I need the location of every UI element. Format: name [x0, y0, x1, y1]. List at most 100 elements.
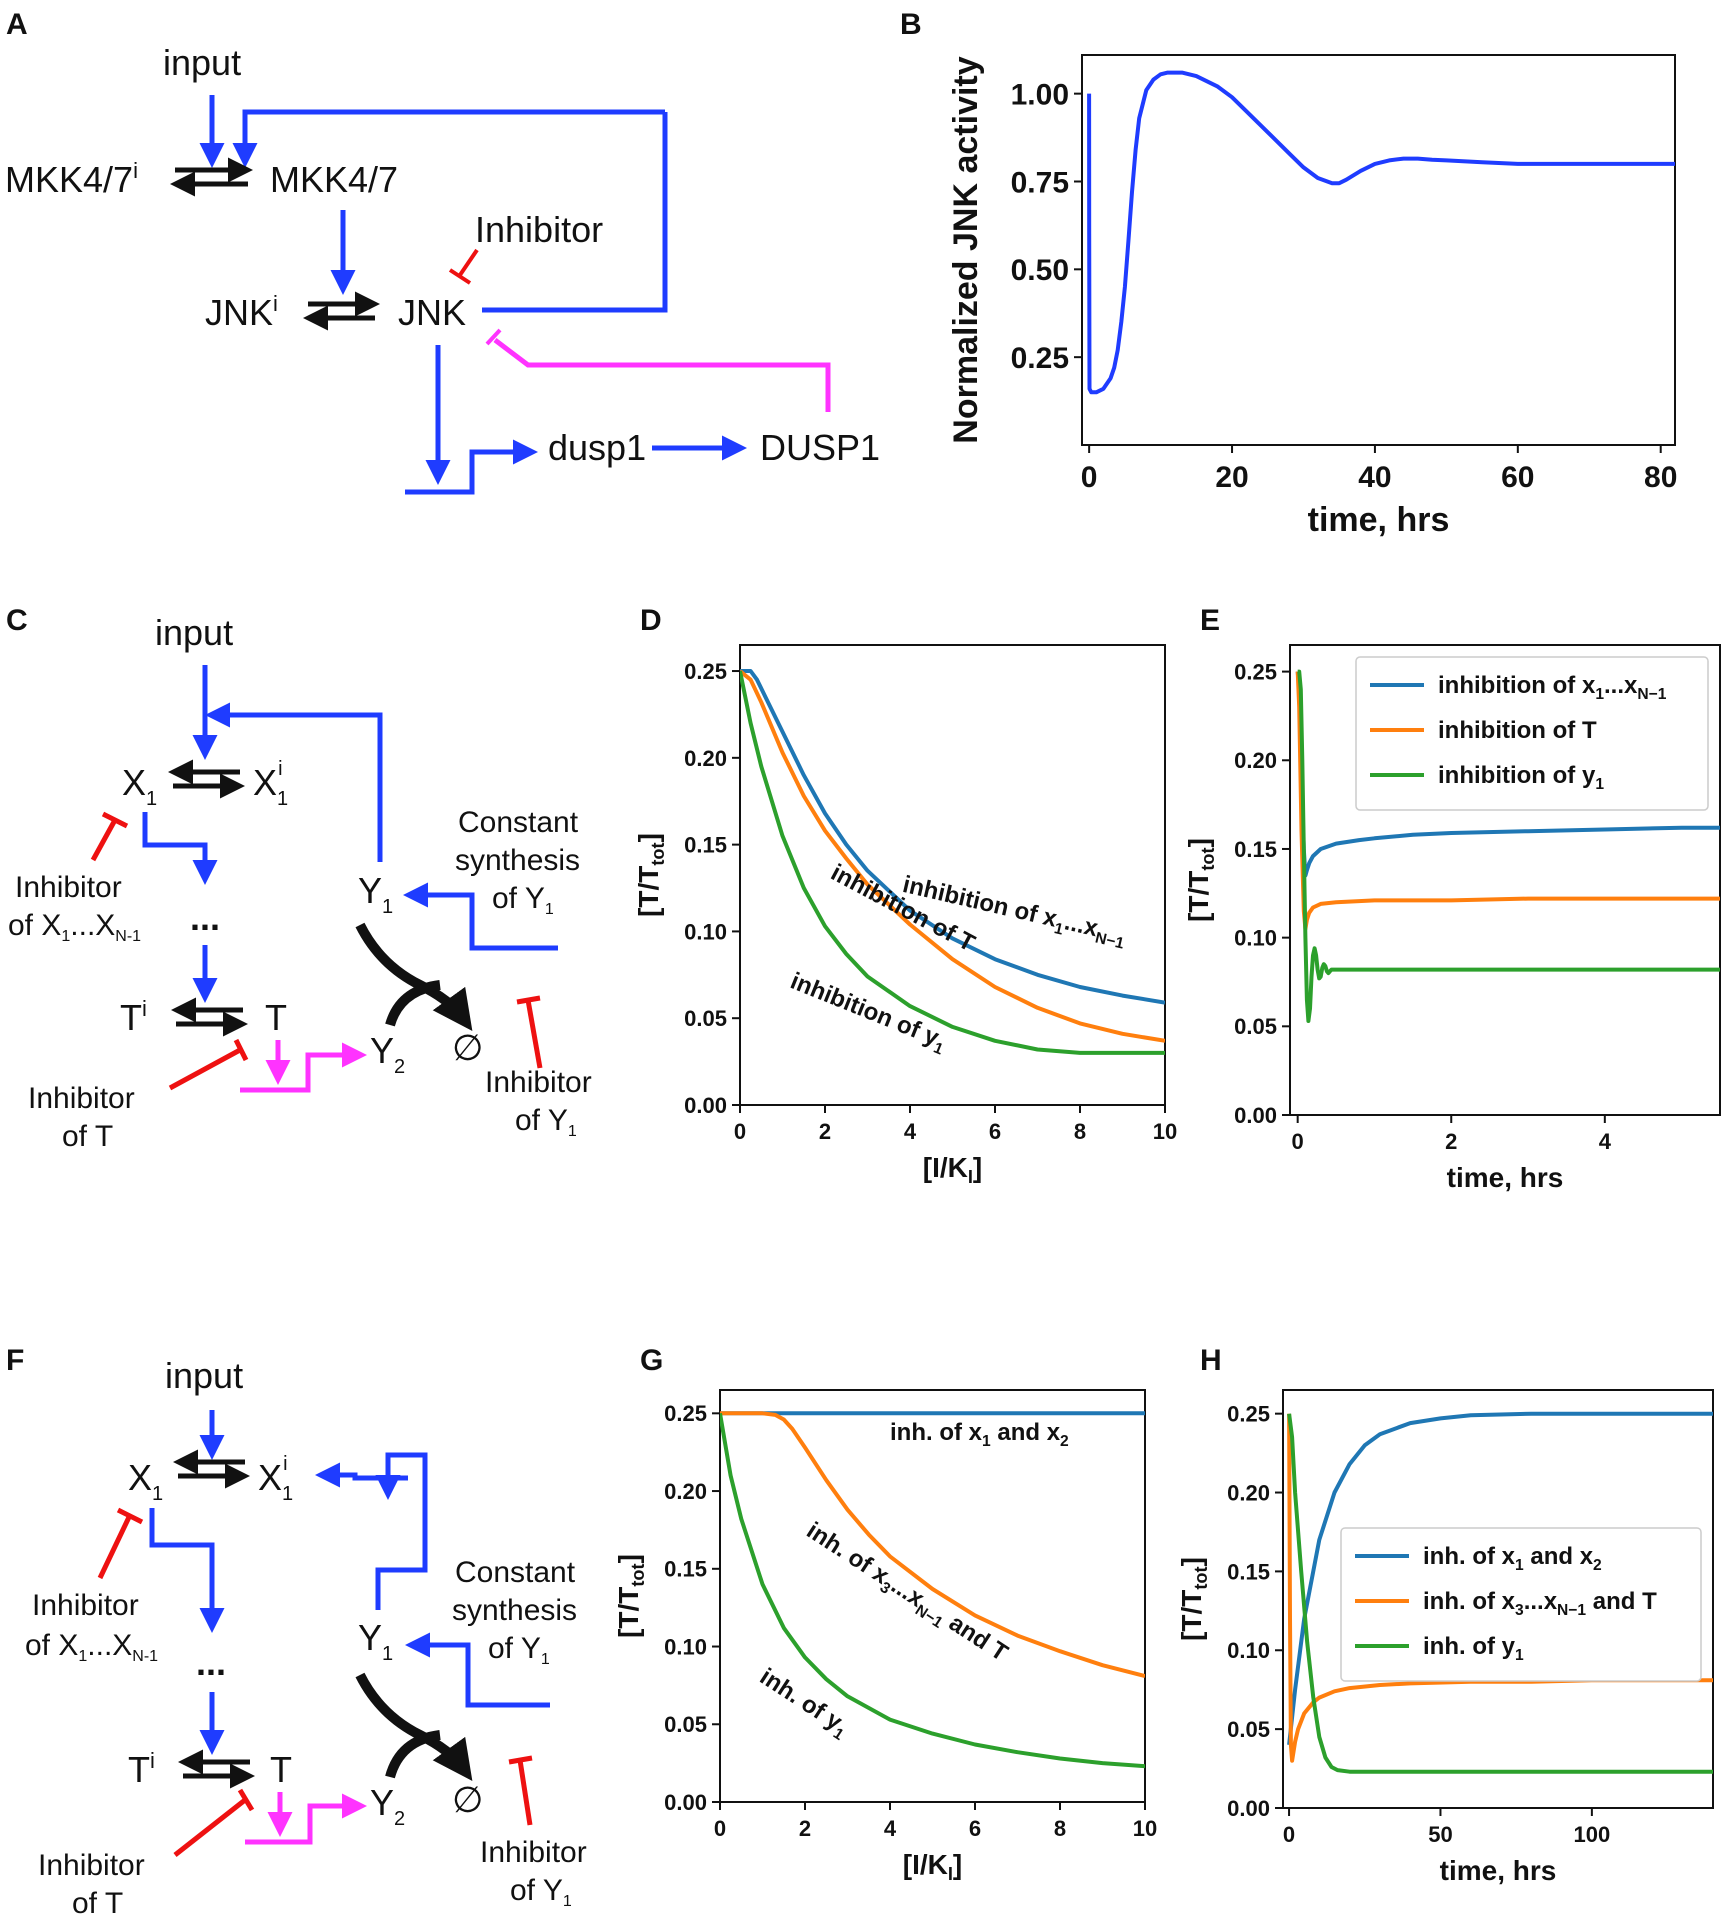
text-part: inh. of y [755, 1663, 847, 1736]
node-input: input [163, 42, 241, 83]
const-synth-label3-f: of Y1 [488, 1632, 550, 1668]
y-tick-label: 1.00 [1011, 78, 1069, 111]
text-part: 2 [1060, 1433, 1069, 1450]
chart-b: B 0 20 40 60 80 0.25 0.50 0.75 1.00 time, hrs Norma… [900, 8, 1677, 539]
text-part: 1 [982, 1433, 991, 1450]
edges-black-c [168, 759, 248, 1037]
y-axis-label: [T/Ttot] [613, 1554, 648, 1638]
legend-label: inhibition of y1 [1438, 762, 1604, 793]
text-part: time, hrs [1447, 1162, 1564, 1193]
text-part: tot [648, 842, 668, 865]
panel-letter-g: G [640, 1344, 663, 1377]
node-ti-f: Ti [128, 1748, 155, 1790]
series-line-1 [1287, 1411, 1713, 1746]
inhibitor-t-label2-f: of T [72, 1887, 123, 1920]
x-tick-label: 6 [969, 1816, 981, 1841]
edges-blue-c [142, 665, 558, 1003]
y-tick-label: 0.25 [664, 1401, 707, 1426]
text-part: 1 [1515, 1557, 1524, 1574]
text-part: inh. of x [890, 1419, 983, 1446]
y-tick-label: 0.25 [1234, 660, 1277, 685]
legend-label: inhibition of x1...xN−1 [1438, 672, 1667, 703]
const-synth-label1-f: Constant [455, 1556, 576, 1589]
x-tick-label: 0 [714, 1816, 726, 1841]
series-line-2 [740, 669, 1165, 1043]
y-tick-label: 0.15 [684, 833, 727, 858]
node-y1-f: Y1 [358, 1617, 393, 1665]
x-tick-label: 0 [1292, 1129, 1304, 1154]
node-inhibitor: Inhibitor [475, 209, 603, 250]
series-line-3 [740, 670, 1165, 1055]
panel-f: F input X1 X1i Inhibitor of X1...XN-1 ..… [6, 1344, 587, 1920]
node-x1i-c: X1i [253, 758, 288, 810]
x-tick-label: 4 [1599, 1129, 1612, 1154]
legend-label: inhibition of T [1438, 717, 1597, 744]
x-tick-label: 0 [1283, 1822, 1295, 1847]
x-tick-label: 40 [1358, 461, 1391, 494]
text-part: and T [1586, 1588, 1657, 1615]
y-tick-label: 0.20 [1234, 748, 1277, 773]
y-tick-label: 0.75 [1011, 166, 1069, 199]
text-part: ] [633, 833, 664, 842]
text-part: time, hrs [1440, 1855, 1557, 1886]
inhibitor-y-label1-f: Inhibitor [480, 1836, 587, 1869]
y-tick-label: 0.05 [664, 1712, 707, 1737]
text-part: and x [1524, 1543, 1594, 1570]
y-axis-label: [T/Ttot] [1176, 1557, 1211, 1641]
const-synth-label2-f: synthesis [452, 1594, 577, 1627]
ellipsis-f: ... [196, 1642, 226, 1683]
series-line-1 [740, 669, 1165, 1005]
text-part: inh. of x [802, 1517, 894, 1590]
plot-frame [739, 644, 1166, 1106]
text-part: N−1 [1094, 930, 1126, 953]
inhibitor-edges-c [90, 811, 543, 1091]
x-tick-label: 10 [1153, 1119, 1177, 1144]
curve-annotation-1: inh. of x1 and x2 [890, 1419, 1069, 1450]
panel-letter-b: B [900, 8, 922, 41]
text-part: Normalized JNK activity [947, 56, 985, 443]
text-part: ] [613, 1554, 644, 1563]
text-part: ...x [1524, 1588, 1558, 1615]
ellipsis-c: ... [190, 897, 220, 938]
panel-letter-f: F [6, 1344, 24, 1377]
x-axis-label: [I/KI] [903, 1849, 963, 1884]
text-part: I [968, 1167, 973, 1187]
x-tick-label: 60 [1501, 461, 1534, 494]
x-tick-label: 6 [989, 1119, 1001, 1144]
inhibitor-y-label1-c: Inhibitor [485, 1066, 592, 1099]
plot-frame [1282, 1389, 1714, 1809]
node-y2-c: Y2 [370, 1030, 405, 1078]
y-tick-label: 0.15 [1234, 837, 1277, 862]
text-part: [I/K [903, 1849, 948, 1880]
const-synth-label1-c: Constant [458, 806, 579, 839]
text-part: [T/T [1176, 1590, 1207, 1641]
x-tick-label: 20 [1215, 461, 1248, 494]
y-axis-label: Normalized JNK activity [947, 56, 985, 443]
text-part: inhibition of T [1438, 717, 1597, 744]
text-part: ] [1183, 838, 1214, 847]
chart-d: D0 2 4 6 8 100.000.050.100.150.200.25[I/KI][T… [633, 604, 1177, 1187]
panel-letter-a: A [6, 8, 28, 41]
series-line-1 [1087, 70, 1675, 395]
inhibitor-x-label2-c: of X1...XN-1 [8, 909, 141, 945]
inhibitor-t-label-f: Inhibitor [38, 1849, 145, 1882]
panel-c: C input X1 X1i Inhibitor of X1...XN-1 ..… [6, 604, 592, 1153]
panel-letter-e: E [1200, 604, 1220, 637]
y-tick-label: 0.10 [664, 1634, 707, 1659]
inhibitor-x-label-f: Inhibitor [32, 1589, 139, 1622]
y-tick-label: 0.25 [1011, 342, 1069, 375]
inhibitor-t-label2-c: of T [62, 1120, 113, 1153]
node-input-c: input [155, 612, 233, 653]
node-y2-f: Y2 [370, 1782, 405, 1830]
x-tick-label: 4 [904, 1119, 917, 1144]
text-part: [I/K [923, 1152, 968, 1183]
y-tick-label: 0.00 [1227, 1796, 1270, 1821]
x-axis-label: time, hrs [1447, 1162, 1564, 1193]
x-tick-label: 0 [1081, 461, 1098, 494]
node-mkk-inactive: MKK4/7i [5, 158, 138, 200]
x-tick-label: 4 [884, 1816, 897, 1841]
text-part: tot [1198, 847, 1218, 870]
y-tick-label: 0.05 [1234, 1014, 1277, 1039]
y-tick-label: 0.05 [1227, 1717, 1270, 1742]
series-line-3 [1297, 669, 1720, 1023]
